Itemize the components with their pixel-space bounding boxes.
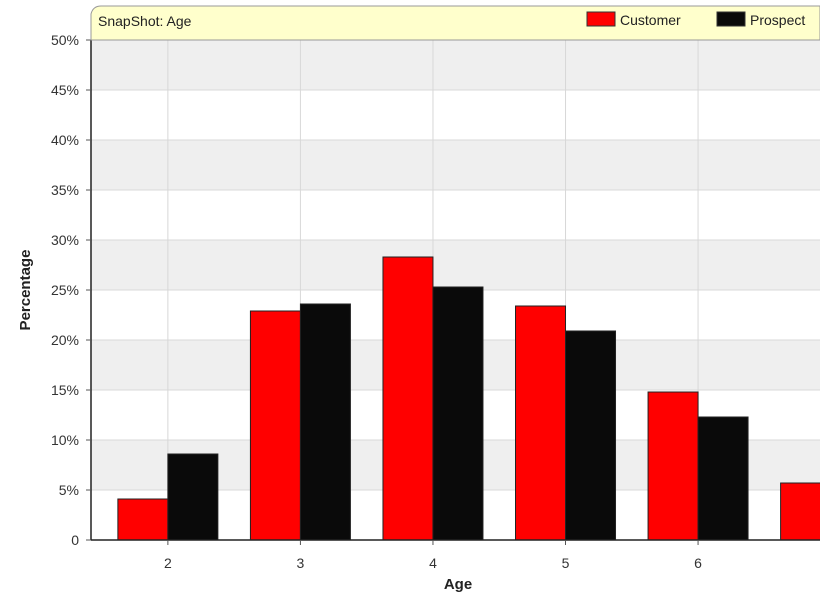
bar-customer-4 — [382, 256, 434, 541]
x-tick-label: 2 — [164, 555, 172, 571]
y-tick-label: 40% — [51, 132, 79, 148]
y-tick-labels: 0 5% 10% 15% 20% 25% 30% 35% 40% 45% 50% — [51, 32, 91, 548]
y-tick-label: 20% — [51, 332, 79, 348]
legend-label-customer: Customer — [620, 12, 681, 28]
x-tick-label: 5 — [562, 555, 570, 571]
bar-customer-5 — [515, 305, 567, 541]
y-tick-label: 30% — [51, 232, 79, 248]
chart-title: SnapShot: Age — [98, 13, 192, 29]
y-tick-label: 0 — [71, 532, 79, 548]
y-tick-label: 10% — [51, 432, 79, 448]
legend-swatch-prospect — [716, 11, 746, 27]
header-background — [90, 5, 820, 41]
y-tick-label: 45% — [51, 82, 79, 98]
bars — [117, 256, 820, 541]
chart-header: SnapShot: Age Customer Prospect — [90, 5, 820, 41]
bar-prospect-4 — [432, 286, 484, 541]
x-tick-label: 3 — [297, 555, 305, 571]
bar-prospect-3 — [299, 303, 351, 541]
legend-swatch-customer — [586, 11, 616, 27]
y-tick-label: 25% — [51, 282, 79, 298]
x-tick-labels: 234567 — [164, 540, 702, 571]
legend: Customer Prospect — [586, 11, 805, 28]
y-tick-label: 35% — [51, 182, 79, 198]
bar-prospect-5 — [565, 330, 617, 541]
bar-customer-6 — [647, 391, 699, 541]
background-band — [91, 140, 820, 190]
y-tick-label: 5% — [59, 482, 79, 498]
x-tick-label: 4 — [429, 555, 437, 571]
y-tick-label: 50% — [51, 32, 79, 48]
bar-customer-2 — [117, 498, 169, 541]
x-tick-label: 6 — [694, 555, 702, 571]
bar-customer-7 — [780, 482, 820, 541]
y-tick-label: 15% — [51, 382, 79, 398]
bar-prospect-6 — [697, 416, 749, 541]
background-band — [91, 40, 820, 90]
x-axis-title: Age — [444, 576, 472, 593]
y-axis-title: Percentage — [17, 250, 34, 331]
bar-prospect-2 — [167, 453, 219, 541]
background-band — [91, 240, 820, 290]
bar-customer-3 — [249, 310, 301, 541]
legend-label-prospect: Prospect — [750, 12, 805, 28]
